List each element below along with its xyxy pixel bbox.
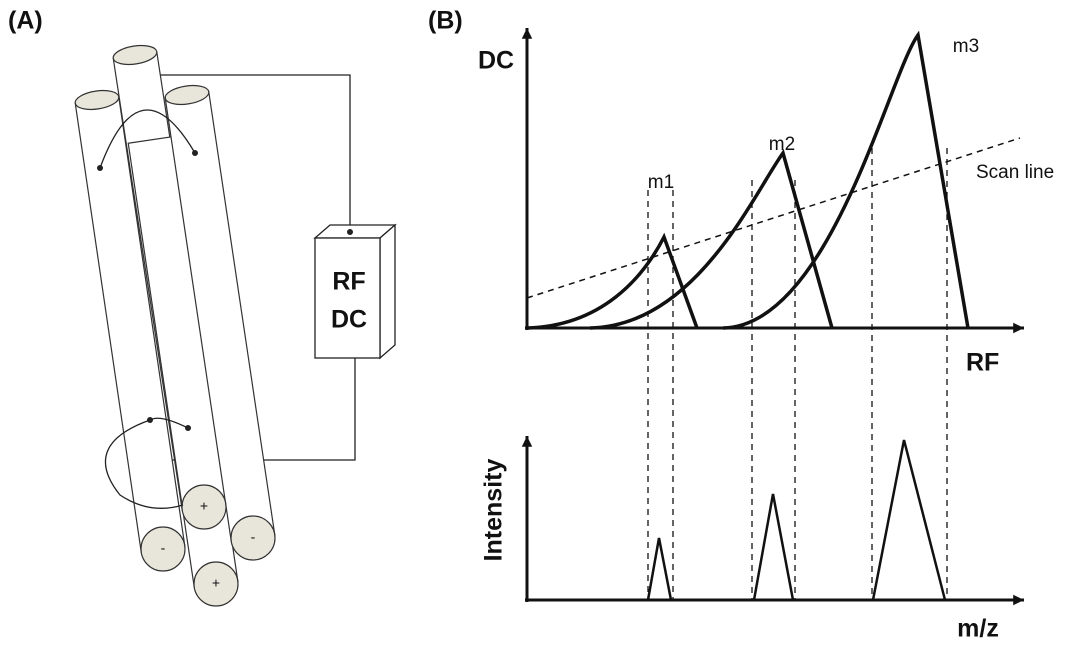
arrow-head [1013,322,1024,334]
stability-region [589,149,834,330]
panel-label: (B) [428,7,463,35]
arrow-head [521,28,533,39]
stability-region [722,30,970,330]
dot [192,150,198,156]
rod-cap [112,44,158,66]
box-side [379,223,396,360]
dot [97,165,103,171]
peak-label: m1 [648,172,674,193]
rod-sign: + [200,498,208,514]
rod-end [181,484,227,530]
arrow-head [1013,594,1024,606]
field-arc [104,419,184,509]
supply-label: DC [331,306,367,334]
rod-sign: - [161,540,166,556]
dot [147,417,153,423]
spectrum-peak [646,537,673,601]
spectrum-peak [871,439,947,601]
scan-line [526,137,1021,299]
rod-end [193,561,239,607]
supply-label: RF [332,268,365,296]
panel-label: (A) [8,7,43,35]
rod-sign: + [212,575,220,591]
rod-end [140,526,186,572]
dot [185,425,191,431]
x-axis-label: m/z [957,615,999,643]
rod-sign: - [251,529,256,545]
rod-cap [164,84,210,106]
stability-region [526,232,699,330]
y-axis-label: DC [478,47,514,75]
arrow-head [521,436,533,447]
rod-end [230,515,276,561]
box-front [314,237,381,359]
dot [347,229,353,235]
spectrum-peak [752,493,795,601]
scan-line-label: Scan line [976,162,1054,183]
rod-cap [74,89,120,111]
wire [135,74,351,232]
field-arc [99,109,196,169]
peak-label: m3 [953,36,979,57]
peak-label: m2 [769,134,795,155]
x-axis-label: RF [966,349,999,377]
y-axis-label: Intensity [480,459,508,562]
